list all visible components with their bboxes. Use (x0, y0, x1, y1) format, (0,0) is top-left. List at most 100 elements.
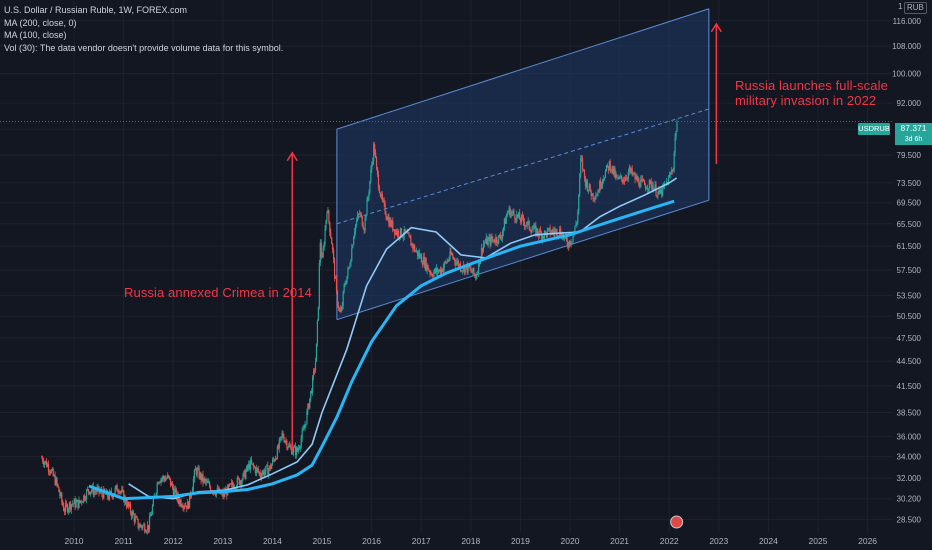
candle-body (474, 273, 476, 276)
candle-body (63, 505, 65, 511)
candle-body (259, 472, 261, 476)
candle-body (121, 489, 123, 492)
candle-body (472, 267, 474, 273)
candle-body (48, 471, 50, 472)
candle-body (389, 219, 391, 227)
candle-body (200, 473, 202, 481)
candle-body (337, 305, 340, 309)
channel-mid-line (336, 108, 710, 225)
candle-body (625, 177, 628, 179)
candle-body (238, 478, 240, 485)
candle-body (517, 214, 519, 217)
candle-body (250, 460, 252, 470)
candle-body (245, 471, 247, 479)
candle-body (166, 478, 168, 480)
candle-body (484, 242, 486, 244)
candle-body (179, 500, 181, 505)
candle-body (553, 231, 555, 234)
candle-body (162, 476, 164, 479)
candle-body (552, 230, 554, 232)
candle-body (466, 264, 468, 273)
candle-body (119, 491, 121, 493)
candle-body (322, 248, 324, 258)
candle-body (617, 177, 619, 180)
y-tick-label: 50.500 (897, 312, 922, 321)
y-tick-label: 32.000 (897, 474, 922, 483)
candle-body (640, 179, 642, 188)
candle-body (65, 503, 68, 505)
candle-body (429, 271, 431, 274)
candle-body (97, 486, 99, 489)
candle-body (118, 491, 120, 493)
candle-body (504, 218, 506, 224)
candle-body (615, 174, 617, 178)
candle-body (80, 500, 82, 503)
candle-body (270, 465, 272, 469)
symbol-tag: USDRUB (858, 123, 890, 135)
candle-body (184, 506, 186, 507)
candle-body (651, 185, 653, 189)
candle-body (420, 254, 422, 263)
candle-body (367, 196, 369, 200)
candle-body (332, 244, 334, 250)
candle-body (70, 504, 72, 510)
candle-body (313, 370, 316, 372)
y-tick-label: 44.500 (897, 357, 922, 366)
candle-body (477, 273, 479, 275)
candle-body (634, 173, 636, 180)
candle-body (89, 491, 92, 495)
x-tick-label: 2012 (164, 536, 183, 546)
candle-body (283, 437, 285, 442)
candle-body (433, 272, 435, 277)
candle-body (632, 173, 634, 175)
annotation-crimea: Russia annexed Crimea in 2014 (124, 285, 312, 300)
candle-body (59, 492, 61, 496)
candle-body (584, 177, 587, 187)
candle-body (263, 470, 265, 476)
candle-body (578, 194, 580, 212)
candle-body (187, 501, 189, 509)
candle-body (544, 231, 546, 233)
candle-body (416, 250, 418, 252)
candle-body (648, 179, 650, 189)
candle-body (181, 506, 183, 507)
candle-body (418, 252, 421, 258)
candle-body (62, 501, 64, 506)
candle-body (410, 238, 412, 246)
candle-body (195, 468, 197, 475)
candle-body (340, 309, 342, 313)
candle-body (292, 447, 295, 453)
candle-body (642, 178, 644, 181)
candle-body (460, 270, 463, 272)
candle-body (152, 497, 154, 506)
x-tick-label: 2017 (412, 536, 431, 546)
candle-body (269, 465, 271, 470)
candle-body (439, 269, 442, 274)
x-tick-label: 2025 (809, 536, 828, 546)
y-tick-label: 28.500 (897, 515, 922, 524)
candle-body (314, 361, 317, 371)
candle-body (411, 243, 413, 246)
candle-body (570, 242, 572, 245)
candle-body (576, 222, 578, 225)
candle-body (675, 131, 677, 138)
candle-body (366, 199, 368, 216)
candle-body (300, 438, 302, 447)
candle-body (257, 469, 259, 473)
candle-body (330, 232, 332, 238)
candle-body (495, 237, 497, 243)
candle-body (223, 491, 225, 497)
candle-body (611, 165, 613, 171)
candle-body (254, 467, 257, 474)
candle-body (435, 268, 437, 273)
x-tick-label: 2026 (858, 536, 877, 546)
candle-body (148, 516, 151, 530)
candle-body (137, 518, 139, 528)
y-tick-label: 38.500 (897, 409, 922, 418)
candle-body (343, 284, 345, 292)
candle-body (522, 216, 525, 223)
candle-body (76, 499, 78, 502)
candle-body (216, 488, 218, 492)
currency-badge[interactable]: RUB (904, 2, 927, 14)
